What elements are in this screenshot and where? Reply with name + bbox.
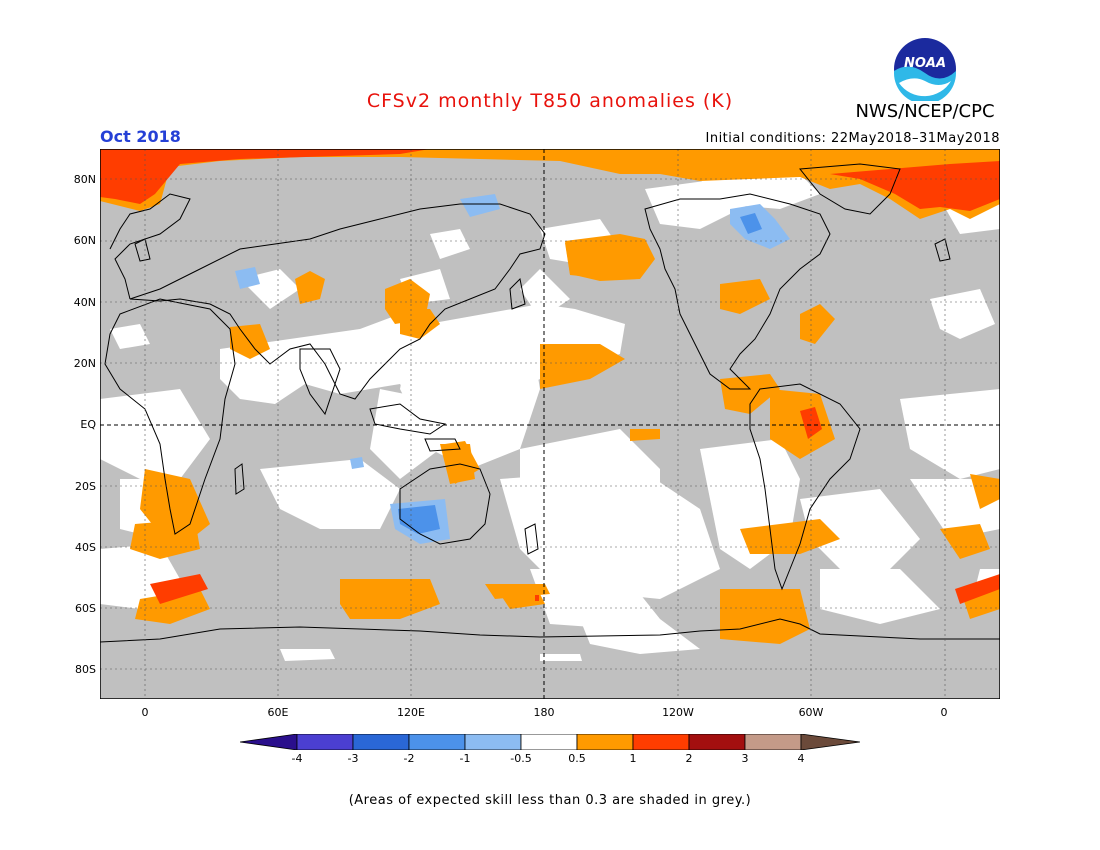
lat-label: 40N bbox=[73, 296, 96, 309]
colorbar-label: -0.5 bbox=[510, 752, 532, 765]
lon-label: 60E bbox=[267, 706, 289, 719]
target-month: Oct 2018 bbox=[100, 127, 181, 146]
colorbar-label: -2 bbox=[403, 752, 415, 765]
map-title: CFSv2 monthly T850 anomalies (K) bbox=[366, 90, 734, 112]
colorbar-label: -1 bbox=[459, 752, 471, 765]
initial-conditions: Initial conditions: 22May2018–31May2018 bbox=[705, 131, 1000, 146]
lat-label: 80S bbox=[75, 663, 96, 676]
colorbar-bin bbox=[688, 733, 746, 751]
lon-label: 60W bbox=[798, 706, 824, 719]
lat-label: 60S bbox=[75, 602, 96, 615]
lon-label: 120E bbox=[397, 706, 425, 719]
noaa-logo: NOAA bbox=[893, 37, 957, 104]
lon-label: 0 bbox=[141, 706, 149, 719]
negative-anomaly-1-2 bbox=[398, 213, 762, 534]
colorbar-bin bbox=[352, 733, 410, 751]
skill-footnote: (Areas of expected skill less than 0.3 a… bbox=[348, 793, 752, 808]
colorbar-min-arrow bbox=[239, 733, 298, 751]
colorbar bbox=[239, 733, 861, 751]
near-normal-regions bbox=[100, 174, 1000, 661]
colorbar-label: 0.5 bbox=[568, 752, 586, 765]
anomaly-map bbox=[99, 148, 1001, 700]
lat-label: 80N bbox=[73, 173, 96, 186]
colorbar-bin bbox=[632, 733, 690, 751]
lat-label: 20S bbox=[75, 480, 96, 493]
lon-label: 180 bbox=[533, 706, 555, 719]
graticule bbox=[100, 149, 1000, 699]
colorbar-bin bbox=[296, 733, 354, 751]
colorbar-label: -4 bbox=[291, 752, 303, 765]
svg-text:NOAA: NOAA bbox=[904, 56, 946, 71]
coastlines bbox=[99, 163, 1000, 643]
positive-anomaly-1-2 bbox=[100, 149, 1000, 604]
lat-label: EQ bbox=[80, 418, 96, 431]
colorbar-bin bbox=[744, 733, 802, 751]
colorbar-label: 4 bbox=[797, 752, 805, 765]
lat-label: 20N bbox=[73, 357, 96, 370]
colorbar-max-arrow bbox=[800, 733, 861, 751]
lon-label: 120W bbox=[662, 706, 694, 719]
lat-label: 60N bbox=[73, 234, 96, 247]
lat-label: 40S bbox=[75, 541, 96, 554]
colorbar-label: 3 bbox=[741, 752, 749, 765]
colorbar-label: 1 bbox=[629, 752, 637, 765]
colorbar-bin bbox=[408, 733, 466, 751]
lon-label: 0 bbox=[940, 706, 948, 719]
colorbar-bin bbox=[464, 733, 522, 751]
colorbar-label: -3 bbox=[347, 752, 359, 765]
agency-label: NWS/NCEP/CPC bbox=[855, 101, 995, 122]
colorbar-bin bbox=[576, 733, 634, 751]
colorbar-bin bbox=[520, 733, 578, 751]
colorbar-label: 2 bbox=[685, 752, 693, 765]
